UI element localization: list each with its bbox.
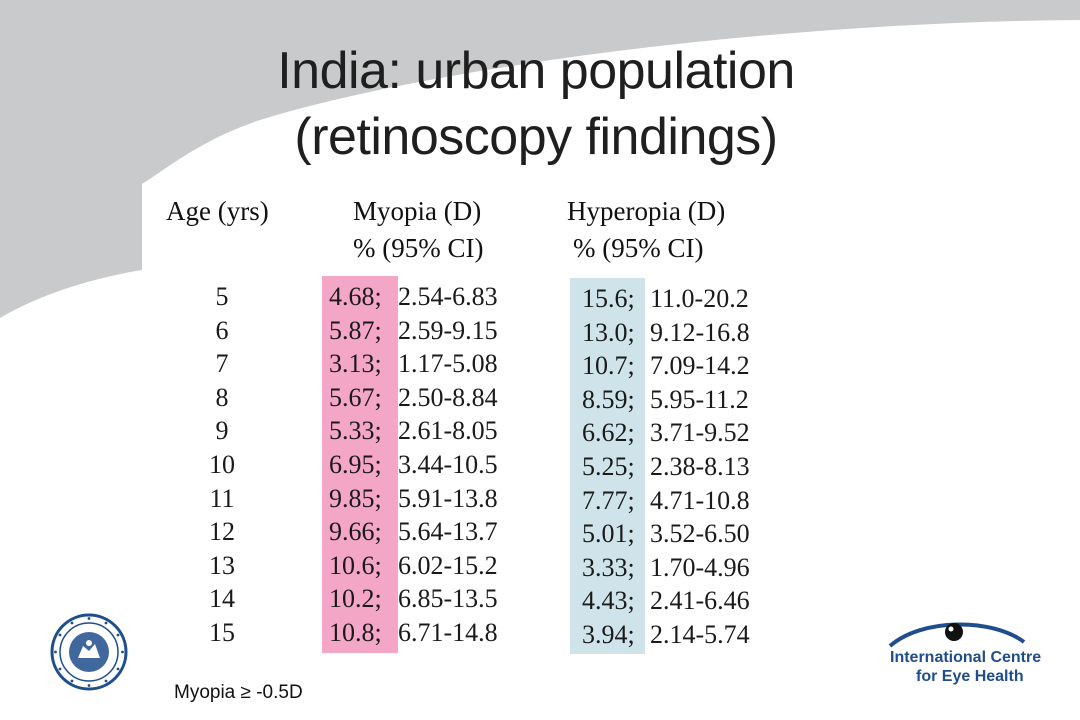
title-line-1: India: urban population: [277, 42, 795, 100]
age-cell: 8: [215, 382, 229, 412]
header-hyperopia: Hyperopia (D): [567, 196, 726, 226]
hyperopia-ci-cell: 2.41-6.46: [650, 586, 750, 616]
footnote: Myopia ≥ -0.5D: [174, 682, 303, 703]
header-hyperopia-sub: % (95% CI): [573, 233, 704, 263]
hyperopia-highlight-band: [570, 278, 645, 654]
age-cell: 12: [209, 517, 235, 547]
hyperopia-ci-cell: 7.09-14.2: [650, 351, 750, 381]
age-cell: 5: [215, 282, 229, 311]
myopia-ci-cell: 2.59-9.15: [398, 315, 498, 345]
myopia-ci-cell: 1.17-5.08: [398, 349, 498, 379]
myopia-ci-cell: 2.54-6.83: [398, 282, 498, 311]
header-myopia-sub: % (95% CI): [353, 233, 484, 263]
hyperopia-ci-cell: 3.52-6.50: [650, 519, 750, 549]
hyperopia-percent-cell: 5.01;: [582, 519, 635, 549]
icfeh-line-2: for Eye Health: [916, 668, 1024, 685]
myopia-ci-cell: 6.02-15.2: [398, 550, 498, 580]
myopia-ci-cell: 5.64-13.7: [398, 517, 498, 547]
age-cell: 7: [215, 349, 229, 379]
age-cell: 11: [209, 483, 235, 513]
lshtm-crest-icon: [50, 613, 128, 691]
myopia-ci-cell: 6.71-14.8: [398, 618, 498, 647]
myopia-ci-cell: 5.91-13.8: [398, 483, 498, 513]
myopia-percent-cell: 9.66;: [329, 517, 382, 547]
header-myopia: Myopia (D): [353, 196, 482, 226]
hyperopia-ci-cell: 11.0-20.2: [650, 284, 749, 313]
myopia-percent-cell: 6.95;: [329, 450, 382, 479]
myopia-percent-cell: 9.85;: [329, 483, 382, 513]
hyperopia-percent-cell: 7.77;: [582, 485, 635, 515]
icfeh-line-1: International Centre: [890, 649, 1042, 666]
hyperopia-ci-cell: 2.14-5.74: [650, 620, 750, 649]
myopia-percent-cell: 5.67;: [329, 382, 382, 412]
myopia-ci-cell: 2.61-8.05: [398, 416, 498, 446]
hyperopia-percent-cell: 6.62;: [582, 418, 635, 448]
hyperopia-percent-cell: 10.7;: [582, 351, 635, 381]
hyperopia-ci-cell: 4.71-10.8: [650, 485, 750, 515]
age-cell: 14: [209, 584, 235, 614]
myopia-ci-cell: 3.44-10.5: [398, 450, 498, 479]
myopia-percent-cell: 5.87;: [329, 315, 382, 345]
slide-title: India: urban population (retinoscopy fin…: [0, 38, 1072, 170]
myopia-percent-cell: 10.2;: [329, 584, 382, 614]
age-cell: 9: [215, 416, 229, 446]
age-cell: 15: [209, 618, 235, 647]
hyperopia-percent-cell: 3.94;: [582, 620, 635, 649]
header-age: Age (yrs): [166, 196, 269, 226]
hyperopia-percent-cell: 5.25;: [582, 452, 635, 481]
hyperopia-ci-cell: 3.71-9.52: [650, 418, 750, 448]
hyperopia-percent-cell: 15.6;: [582, 284, 635, 313]
myopia-percent-cell: 10.8;: [329, 618, 382, 647]
hyperopia-ci-cell: 1.70-4.96: [650, 552, 750, 582]
myopia-percent-cell: 3.13;: [329, 349, 382, 379]
age-cell: 6: [215, 315, 229, 345]
myopia-percent-cell: 10.6;: [329, 550, 382, 580]
age-cell: 13: [209, 550, 235, 580]
hyperopia-percent-cell: 3.33;: [582, 552, 635, 582]
icfeh-logo: International Centre for Eye Health: [882, 612, 1041, 692]
age-cell: 10: [209, 450, 235, 479]
myopia-percent-cell: 4.68;: [329, 282, 382, 311]
hyperopia-ci-cell: 2.38-8.13: [650, 452, 750, 481]
myopia-ci-cell: 2.50-8.84: [398, 382, 498, 412]
title-line-2: (retinoscopy findings): [294, 108, 778, 166]
myopia-highlight-band: [322, 276, 398, 653]
hyperopia-percent-cell: 4.43;: [582, 586, 635, 616]
hyperopia-percent-cell: 13.0;: [582, 317, 635, 347]
hyperopia-percent-cell: 8.59;: [582, 384, 635, 414]
icfeh-eye-logo-icon: [888, 622, 1026, 648]
hyperopia-ci-cell: 5.95-11.2: [650, 384, 749, 414]
myopia-percent-cell: 5.33;: [329, 416, 382, 446]
myopia-ci-cell: 6.85-13.5: [398, 584, 498, 614]
hyperopia-ci-cell: 9.12-16.8: [650, 317, 750, 347]
